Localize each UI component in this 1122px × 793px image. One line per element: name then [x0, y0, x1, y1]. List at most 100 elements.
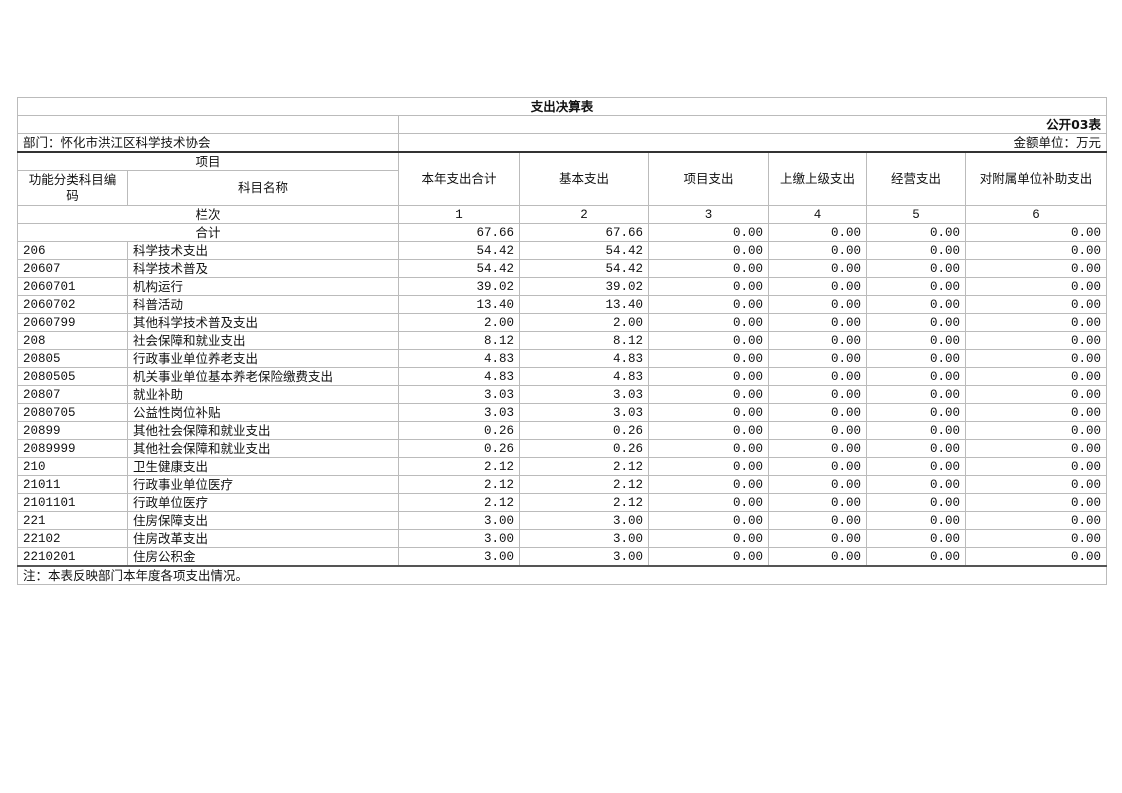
amount-cell: 0.00: [866, 475, 966, 494]
subject-name: 其他社会保障和就业支出: [127, 421, 399, 440]
amount-cell: 0.00: [866, 295, 966, 314]
amount-cell: 0.00: [964, 313, 1108, 332]
amount-cell: 39.02: [519, 277, 649, 296]
table-row: 2080505 机关事业单位基本养老保险缴费支出 4.83 4.83 0.00 0.00 0…: [17, 367, 1108, 386]
subject-name: 行政事业单位医疗: [127, 475, 399, 494]
sum-value: 0.00: [964, 223, 1108, 242]
amount-cell: 0.00: [964, 367, 1108, 386]
amount-cell: 0.00: [866, 313, 966, 332]
amount-cell: 8.12: [398, 331, 520, 350]
column-index: 1: [398, 205, 520, 224]
amount-cell: 0.00: [866, 439, 966, 458]
amount-cell: 3.03: [519, 385, 649, 404]
amount-cell: 0.26: [519, 439, 649, 458]
table-row: 21011 行政事业单位医疗 2.12 2.12 0.00 0.00 0.00 0.00: [17, 475, 1108, 494]
amount-cell: 0.26: [519, 421, 649, 440]
table-row: 20899 其他社会保障和就业支出 0.26 0.26 0.00 0.00 0.00 0.00: [17, 421, 1108, 440]
subject-code: 210: [17, 457, 128, 476]
table-row: 20607 科学技术普及 54.42 54.42 0.00 0.00 0.00 0.00: [17, 259, 1108, 278]
table-title: 支出决算表: [16, 97, 1108, 116]
column-index: 6: [964, 205, 1108, 224]
amount-cell: 3.00: [519, 529, 649, 548]
amount-cell: 2.12: [519, 457, 649, 476]
amount-cell: 0.00: [648, 403, 769, 422]
department-label: 部门：怀化市洪江区科学技术协会: [17, 133, 399, 153]
amount-cell: 0.00: [866, 259, 966, 278]
amount-cell: 4.83: [519, 367, 649, 386]
amount-cell: 0.00: [964, 349, 1108, 368]
amount-cell: 0.00: [964, 277, 1108, 296]
amount-cell: 54.42: [398, 241, 520, 260]
amount-cell: 0.00: [768, 241, 867, 260]
amount-cell: 0.00: [866, 385, 966, 404]
subject-code: 2080705: [17, 403, 128, 422]
subject-name: 社会保障和就业支出: [127, 331, 399, 350]
amount-cell: 0.26: [398, 421, 520, 440]
sum-value: 0.00: [768, 223, 867, 242]
amount-cell: 0.00: [964, 493, 1108, 512]
subject-code: 2060799: [17, 313, 128, 332]
amount-cell: 0.00: [768, 547, 867, 567]
amount-cell: 0.00: [648, 295, 769, 314]
table-row: 2060799 其他科学技术普及支出 2.00 2.00 0.00 0.00 0.00 0.0…: [17, 313, 1108, 332]
subject-name: 机构运行: [127, 277, 399, 296]
amount-cell: 0.00: [866, 511, 966, 530]
subject-code: 22102: [17, 529, 128, 548]
subject-code: 20807: [17, 385, 128, 404]
subject-code: 2210201: [17, 547, 128, 567]
header-code: 功能分类科目编码: [17, 170, 128, 206]
amount-cell: 0.00: [866, 403, 966, 422]
subject-code: 2060702: [17, 295, 128, 314]
amount-cell: 54.42: [398, 259, 520, 278]
amount-cell: 8.12: [519, 331, 649, 350]
amount-cell: 0.00: [648, 547, 769, 567]
header-basic: 基本支出: [519, 151, 649, 206]
amount-cell: 0.00: [964, 421, 1108, 440]
column-index: 2: [519, 205, 649, 224]
amount-cell: 3.00: [519, 547, 649, 567]
amount-cell: 0.00: [768, 277, 867, 296]
subject-code: 208: [17, 331, 128, 350]
header-total: 本年支出合计: [398, 151, 520, 206]
unit-label: 金额单位：万元: [397, 133, 1108, 153]
expenditure-table: 支出决算表 公开03表 部门：怀化市洪江区科学技术协会 金额单位：万元 项目 本年…: [16, 97, 1108, 585]
amount-cell: 0.00: [866, 277, 966, 296]
amount-cell: 0.00: [648, 367, 769, 386]
amount-cell: 2.12: [519, 493, 649, 512]
subject-name: 科普活动: [127, 295, 399, 314]
subject-code: 2080505: [17, 367, 128, 386]
amount-cell: 0.00: [768, 529, 867, 548]
amount-cell: 13.40: [519, 295, 649, 314]
column-index: 3: [648, 205, 769, 224]
amount-cell: 0.00: [648, 457, 769, 476]
amount-cell: 0.00: [768, 421, 867, 440]
subject-name: 就业补助: [127, 385, 399, 404]
header-subsidy: 对附属单位补助支出: [964, 151, 1108, 206]
amount-cell: 0.00: [648, 277, 769, 296]
amount-cell: 0.00: [768, 331, 867, 350]
amount-cell: 0.00: [768, 475, 867, 494]
header-upper: 上缴上级支出: [768, 151, 867, 206]
table-row: 2089999 其他社会保障和就业支出 0.26 0.26 0.00 0.00 0.00 0.…: [17, 439, 1108, 458]
amount-cell: 3.00: [398, 547, 520, 567]
amount-cell: 2.00: [398, 313, 520, 332]
subject-name: 卫生健康支出: [127, 457, 399, 476]
subject-name: 其他社会保障和就业支出: [127, 439, 399, 458]
subject-code: 2060701: [17, 277, 128, 296]
subject-name: 行政事业单位养老支出: [127, 349, 399, 368]
amount-cell: 4.83: [519, 349, 649, 368]
amount-cell: 0.00: [964, 331, 1108, 350]
table-note: 注：本表反映部门本年度各项支出情况。: [16, 565, 1108, 585]
amount-cell: 0.00: [866, 241, 966, 260]
subject-code: 2089999: [17, 439, 128, 458]
amount-cell: 2.00: [519, 313, 649, 332]
amount-cell: 0.00: [768, 349, 867, 368]
amount-cell: 13.40: [398, 295, 520, 314]
amount-cell: 0.00: [648, 349, 769, 368]
amount-cell: 3.03: [519, 403, 649, 422]
subject-name: 行政单位医疗: [127, 493, 399, 512]
form-number: 公开03表: [397, 115, 1108, 134]
subject-name: 机关事业单位基本养老保险缴费支出: [127, 367, 399, 386]
table-row: 208 社会保障和就业支出 8.12 8.12 0.00 0.00 0.00 0.00: [17, 331, 1108, 350]
amount-cell: 0.00: [964, 295, 1108, 314]
